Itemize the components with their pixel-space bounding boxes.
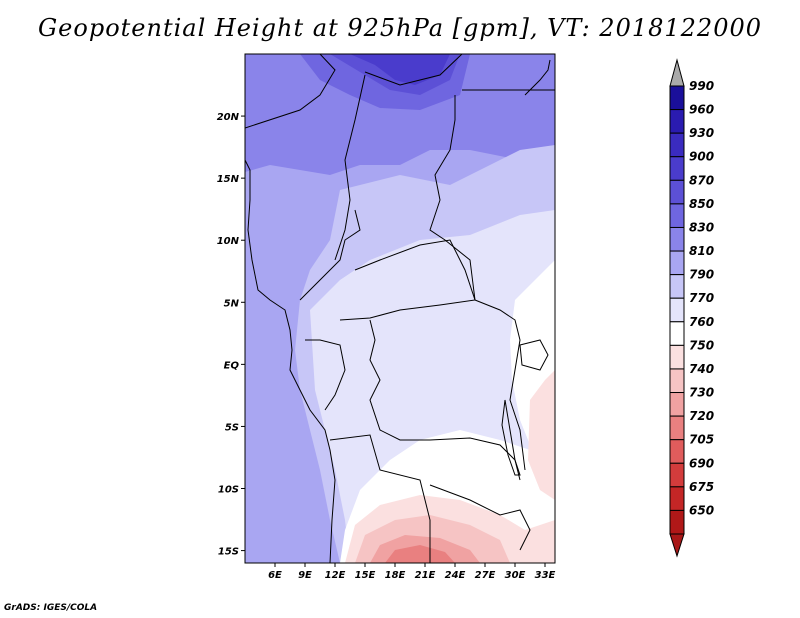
border-congo-gabon [305,339,346,411]
border-chad-sudan [429,95,476,301]
colorbar-swatch [669,156,685,181]
lon-tick-label: 6E [268,570,282,581]
border-zambia [429,484,531,551]
colorbar-label: 960 [689,103,714,117]
lon-tick-label: 33E [535,570,556,581]
colorbar-swatch [669,321,685,346]
colorbar-label: 790 [689,268,714,282]
colorbar-label: 705 [689,433,714,447]
lat-tick-label: 15N [217,174,240,185]
colorbar-swatch [669,486,685,511]
border-drc-east [474,299,526,471]
colorbar-swatch [669,344,685,370]
coastline-west [245,159,336,563]
lon-tick-label: 9E [298,570,312,581]
colorbar-label: 720 [689,409,714,423]
colorbar-swatch [669,203,685,228]
map-frame [244,53,556,564]
colorbar: 990 960 930 900 870 850 830 810 790 770 760 750 740 7… [669,58,714,558]
colorbar-label: 810 [689,244,714,258]
colorbar-swatch [669,439,685,464]
colorbar-swatch [669,132,685,158]
field-900-north [350,54,450,85]
lat-tick-label: 5N [224,298,240,309]
lon-tick-label: 30E [505,570,526,581]
colorbar-label: 850 [689,197,714,211]
lon-tick-label: 15E [355,570,376,581]
colorbar-swatch [669,109,685,134]
lat-tick-label: EQ [224,360,240,371]
colorbar-swatch [669,509,685,535]
border-libya-chad [364,54,463,86]
colorbar-label: 690 [689,456,714,470]
field-720-south [385,545,455,563]
colorbar-swatch [669,297,685,323]
colorbar-bottom-arrow [669,533,685,558]
lat-tick-label: 10S [218,485,239,496]
colorbar-label: 650 [689,503,714,517]
colorbar-label: 730 [689,386,714,400]
lon-tick-label: 27E [475,570,496,581]
colorbar-swatch [669,85,685,111]
colorbar-swatch [669,226,685,252]
lat-tick-label: 5S [225,422,239,433]
colorbar-swatch [669,179,685,205]
field-830-north [245,54,555,175]
lon-tick-label: 12E [325,570,346,581]
lon-tick-label: 18E [385,570,406,581]
colorbar-top-arrow [669,58,685,87]
field-750-east [528,370,555,500]
border-sahara-north [245,54,336,129]
colorbar-label: 675 [689,480,714,494]
border-drc-north [369,319,521,481]
colorbar-swatch [669,415,685,441]
colorbar-label: 770 [689,291,714,305]
border-niger-chad [334,74,366,261]
colorbar-swatch [669,274,685,299]
credit-label: GrADS: IGES/COLA [4,603,98,613]
colorbar-label: 900 [689,150,714,164]
map-title: Geopotential Height at 925hPa [gpm], VT:… [38,14,762,42]
colorbar-label: 990 [689,79,714,93]
lat-tick-label: 10N [217,236,240,247]
lake-victoria [519,339,549,371]
latitude-axis: 20N 15N 10N 5N EQ 5S 10S 15S [217,112,245,558]
colorbar-label: 760 [689,315,714,329]
colorbar-swatch [669,368,685,394]
border-nigeria-cameroon [299,209,361,301]
border-angola [329,434,431,563]
lat-tick-label: 15S [218,547,239,558]
longitude-axis: 6E 9E 12E 15E 18E 21E 24E 27E 30E 33E [268,563,556,581]
lon-tick-label: 24E [445,570,466,581]
colorbar-label: 740 [689,362,714,376]
colorbar-label: 750 [689,338,714,352]
height-field [245,54,555,563]
lat-tick-label: 20N [217,112,240,123]
colorbar-swatch [669,462,685,488]
lake-tanganyika [501,399,521,476]
colorbar-label: 930 [689,126,714,140]
lon-tick-label: 21E [415,570,436,581]
colorbar-swatch [669,250,685,276]
border-car [339,239,476,321]
colorbar-swatch [669,392,685,417]
country-borders [245,54,555,563]
colorbar-label: 870 [689,173,714,187]
red-sea-coast [524,59,551,96]
colorbar-label: 830 [689,220,714,234]
